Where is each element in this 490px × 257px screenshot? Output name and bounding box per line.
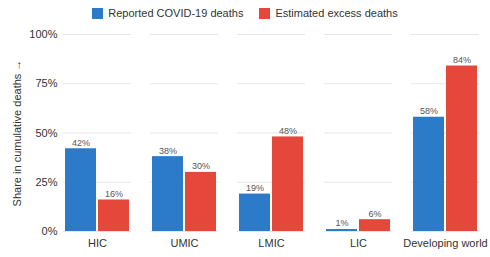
svg-text:Share in cumulative deaths →: Share in cumulative deaths → <box>11 60 23 207</box>
svg-text:75%: 75% <box>35 77 57 89</box>
svg-text:38%: 38% <box>159 146 177 156</box>
svg-text:42%: 42% <box>72 138 90 148</box>
svg-text:UMIC: UMIC <box>170 237 198 249</box>
svg-text:1%: 1% <box>335 218 348 228</box>
html-text:Reported COVID-19 deaths: Reported COVID-19 deaths <box>108 7 244 19</box>
svg-text:16%: 16% <box>105 189 123 199</box>
svg-text:84%: 84% <box>453 55 471 65</box>
html-text:Estimated excess deaths: Estimated excess deaths <box>275 7 398 19</box>
svg-text:19%: 19% <box>246 183 264 193</box>
svg-text:58%: 58% <box>420 106 438 116</box>
svg-text:LIC: LIC <box>350 237 367 249</box>
svg-text:25%: 25% <box>35 176 57 188</box>
svg-text:48%: 48% <box>279 126 297 136</box>
svg-text:LMIC: LMIC <box>258 237 284 249</box>
svg-text:100%: 100% <box>29 28 57 40</box>
svg-text:6%: 6% <box>368 209 381 219</box>
svg-text:Developing world: Developing world <box>403 237 487 249</box>
svg-text:HIC: HIC <box>88 237 107 249</box>
svg-text:30%: 30% <box>192 161 210 171</box>
svg-text:0%: 0% <box>42 225 58 237</box>
svg-text:50%: 50% <box>35 127 57 139</box>
